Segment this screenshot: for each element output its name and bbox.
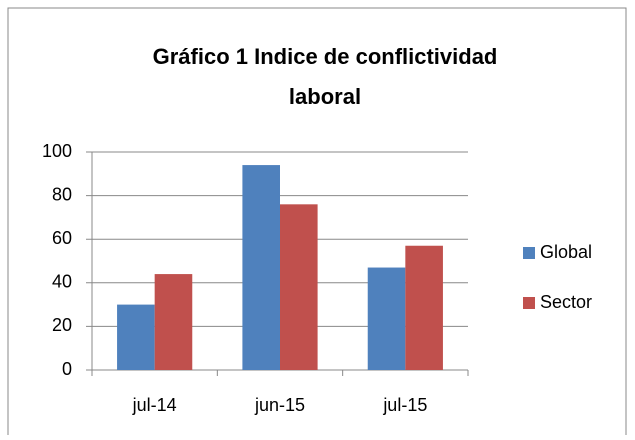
legend-swatch [523, 297, 535, 309]
y-tick-label: 40 [52, 272, 72, 292]
y-tick-label: 60 [52, 228, 72, 248]
x-tick-label: jul-14 [132, 395, 177, 415]
chart-title: Gráfico 1 Indice de conflictividad [153, 44, 498, 69]
y-tick-label: 100 [42, 141, 72, 161]
y-tick-label: 0 [62, 359, 72, 379]
bar [367, 267, 406, 370]
bar [405, 245, 443, 370]
legend-label: Sector [540, 292, 592, 312]
legend-swatch [523, 247, 535, 259]
y-tick-label: 80 [52, 184, 72, 204]
legend-label: Global [540, 242, 592, 262]
bar [117, 304, 155, 370]
chart-title: laboral [289, 84, 361, 109]
x-tick-label: jun-15 [254, 395, 305, 415]
bar [280, 204, 318, 370]
bar [154, 274, 193, 370]
x-tick-label: jul-15 [382, 395, 427, 415]
bar [242, 165, 280, 370]
y-tick-label: 20 [52, 315, 72, 335]
